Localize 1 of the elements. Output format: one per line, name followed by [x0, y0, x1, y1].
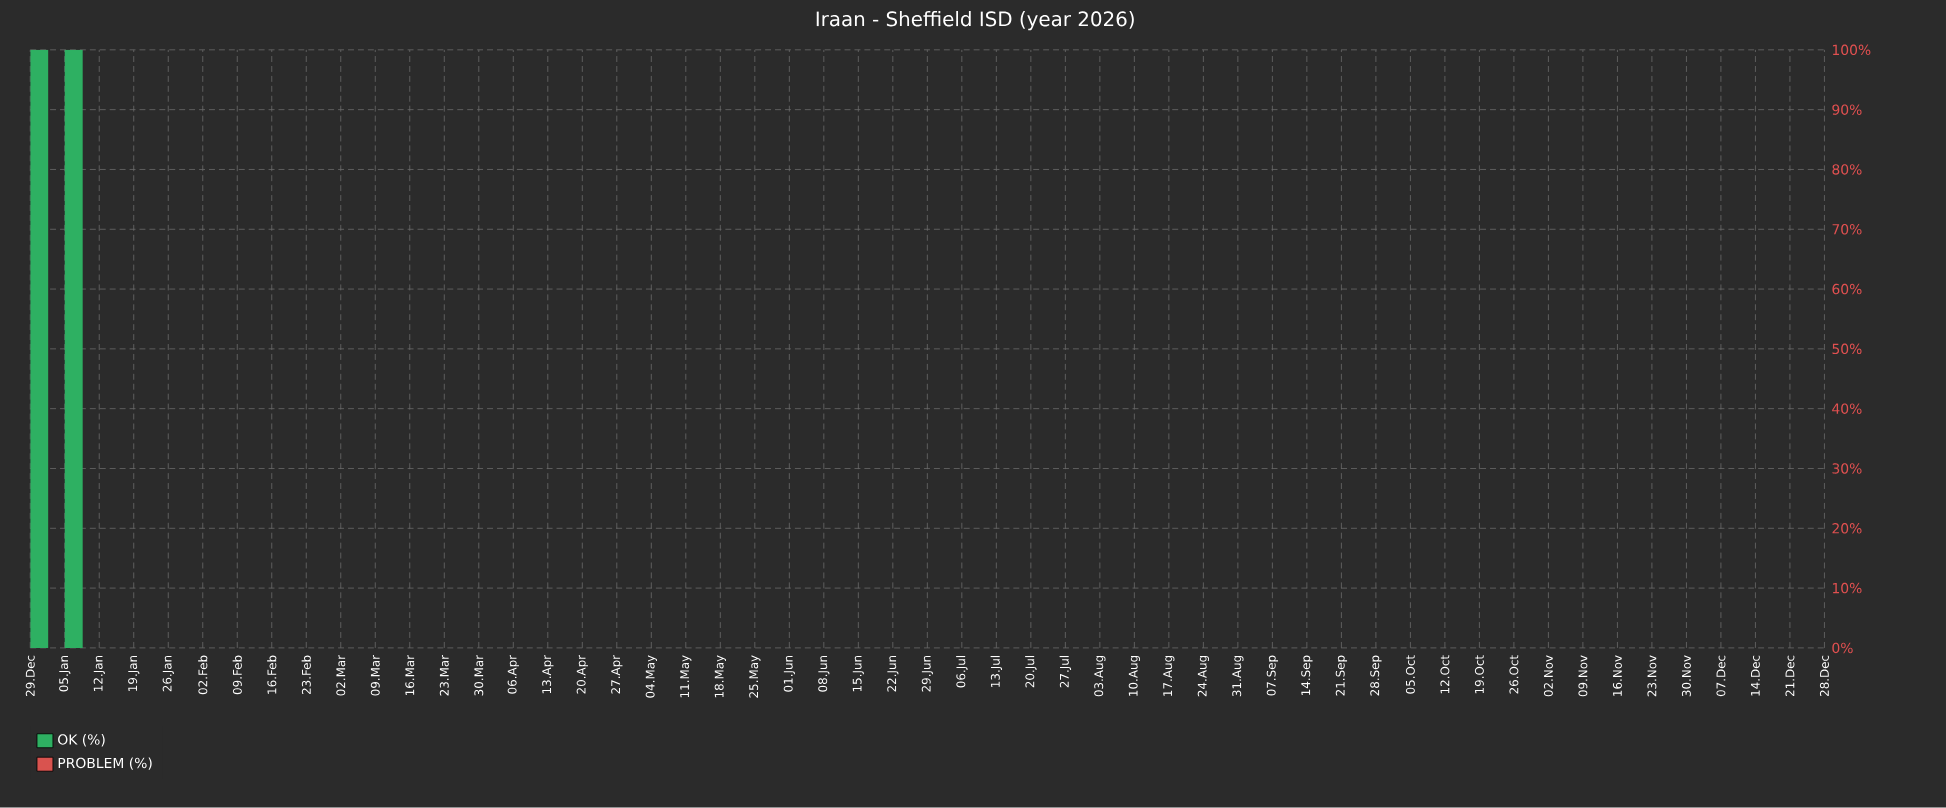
chart-title: Iraan - Sheffield ISD (year 2026) — [816, 11, 1134, 31]
